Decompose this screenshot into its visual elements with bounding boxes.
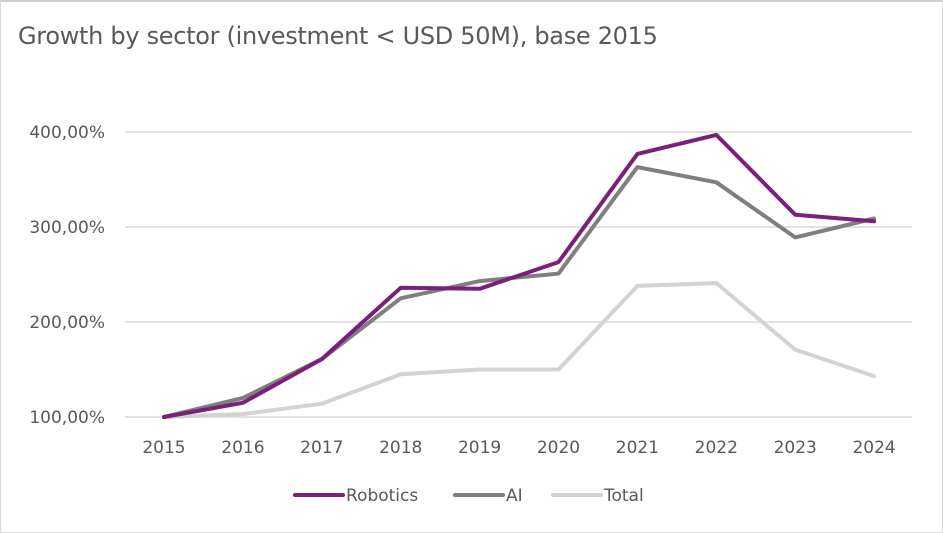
series-line-total — [162, 281, 877, 419]
series-line-ai — [162, 165, 877, 419]
legend-label: AI — [506, 486, 523, 506]
legend-item-robotics[interactable]: Robotics — [293, 486, 418, 506]
x-tick-label: 2022 — [695, 438, 738, 458]
legend-item-ai[interactable]: AI — [453, 486, 523, 506]
x-tick-label: 2017 — [300, 438, 343, 458]
legend: Robotics AI Total — [293, 486, 644, 506]
y-axis-labels: 100,00% 200,00% 300,00% 400,00% — [29, 123, 105, 428]
x-tick-label: 2023 — [774, 438, 817, 458]
y-tick-label: 400,00% — [29, 123, 105, 143]
x-tick-label: 2019 — [458, 438, 501, 458]
series-lines — [162, 132, 877, 419]
chart-title: Growth by sector (investment < USD 50M),… — [18, 22, 658, 50]
x-axis-labels: 2015 2016 2017 2018 2019 2020 2021 2022 2023 2024 — [142, 438, 895, 458]
y-tick-label: 300,00% — [29, 218, 105, 238]
x-tick-label: 2024 — [852, 438, 895, 458]
series-line-robotics — [162, 132, 877, 419]
x-tick-label: 2018 — [379, 438, 422, 458]
x-tick-label: 2021 — [616, 438, 659, 458]
y-tick-label: 200,00% — [29, 313, 105, 333]
legend-item-total[interactable]: Total — [551, 486, 644, 506]
y-tick-label: 100,00% — [29, 408, 105, 428]
x-tick-label: 2015 — [142, 438, 185, 458]
legend-label: Total — [603, 486, 644, 506]
legend-label: Robotics — [346, 486, 418, 506]
x-tick-label: 2020 — [537, 438, 580, 458]
x-tick-label: 2016 — [221, 438, 264, 458]
